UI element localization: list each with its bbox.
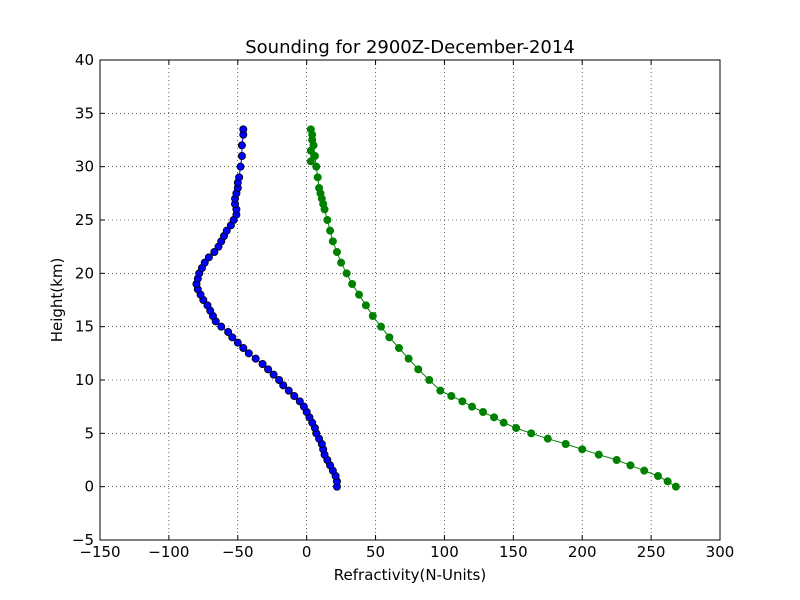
data-point <box>228 333 237 342</box>
data-point <box>337 258 346 267</box>
data-point <box>348 279 357 288</box>
data-point <box>499 418 508 427</box>
y-tick-label: 25 <box>75 211 94 229</box>
data-point <box>368 311 377 320</box>
data-point <box>222 226 231 235</box>
data-point <box>237 141 246 150</box>
data-point <box>332 247 341 256</box>
data-series <box>192 125 680 491</box>
data-point <box>328 237 337 246</box>
data-point <box>561 439 570 448</box>
data-point <box>479 407 488 416</box>
data-point <box>200 258 209 267</box>
data-point <box>436 386 445 395</box>
data-point <box>640 466 649 475</box>
y-tick-label: 40 <box>75 51 94 69</box>
data-point <box>654 471 663 480</box>
data-point <box>306 125 315 134</box>
x-tick-label: 150 <box>499 543 528 561</box>
data-point <box>239 125 248 134</box>
data-point <box>323 215 332 224</box>
series-0 <box>192 125 341 491</box>
data-point <box>414 365 423 374</box>
data-point <box>385 333 394 342</box>
grid <box>100 60 720 540</box>
x-tick-label: 200 <box>568 543 597 561</box>
data-point <box>671 482 680 491</box>
data-point <box>204 253 213 262</box>
data-point <box>594 450 603 459</box>
data-point <box>612 455 621 464</box>
data-point <box>394 343 403 352</box>
data-point <box>326 226 335 235</box>
chart-title: Sounding for 2900Z-December-2014 <box>245 37 575 58</box>
y-tick-label: 0 <box>84 478 94 496</box>
data-point <box>306 157 315 166</box>
data-point <box>275 375 284 384</box>
data-point <box>355 290 364 299</box>
data-point <box>290 391 299 400</box>
y-tick-label: 20 <box>75 264 94 282</box>
data-point <box>361 301 370 310</box>
data-point <box>626 461 635 470</box>
plot-frame <box>99 59 721 541</box>
data-point <box>490 413 499 422</box>
data-point <box>258 359 267 368</box>
data-point <box>306 146 315 155</box>
x-tick-label: −100 <box>148 543 189 561</box>
x-tick-label: 100 <box>430 543 459 561</box>
x-tick-label: −150 <box>79 543 120 561</box>
y-tick-label: 10 <box>75 371 94 389</box>
data-point <box>663 477 672 486</box>
data-point <box>239 343 248 352</box>
data-point <box>295 397 304 406</box>
data-point <box>210 247 219 256</box>
data-point <box>310 151 319 160</box>
x-axis-label: Refractivity(N-Units) <box>334 566 486 584</box>
y-tick-label: 35 <box>75 104 94 122</box>
data-point <box>279 381 288 390</box>
x-tick-label: −50 <box>222 543 254 561</box>
axis-ticks: −150 −100 −50 0 50 100 150 200 250 300−5051015202… <box>72 51 734 561</box>
y-tick-label: 15 <box>75 318 94 336</box>
x-tick-label: 50 <box>366 543 385 561</box>
y-tick-label: 30 <box>75 158 94 176</box>
data-point <box>235 173 244 182</box>
data-point <box>264 365 273 374</box>
data-point <box>299 402 308 411</box>
x-tick-label: 300 <box>706 543 735 561</box>
series-1 <box>306 125 680 491</box>
data-point <box>224 327 233 336</box>
y-axis-label: Height(km) <box>48 258 66 343</box>
data-point <box>404 354 413 363</box>
data-point <box>236 162 245 171</box>
data-point <box>425 375 434 384</box>
data-point <box>217 322 226 331</box>
data-point <box>342 269 351 278</box>
data-point <box>233 338 242 347</box>
data-point <box>447 391 456 400</box>
data-point <box>237 151 246 160</box>
data-point <box>269 370 278 379</box>
data-point <box>458 397 467 406</box>
x-tick-label: 250 <box>637 543 666 561</box>
data-point <box>312 162 321 171</box>
data-point <box>377 322 386 331</box>
data-point <box>284 386 293 395</box>
x-tick-label: 0 <box>302 543 312 561</box>
data-point <box>527 429 536 438</box>
data-point <box>203 301 212 310</box>
y-tick-label: −5 <box>72 531 94 549</box>
y-tick-label: 5 <box>84 424 94 442</box>
data-point <box>244 349 253 358</box>
data-point <box>467 402 476 411</box>
data-point <box>543 434 552 443</box>
data-point <box>315 183 324 192</box>
data-point <box>251 354 260 363</box>
data-point <box>313 173 322 182</box>
data-point <box>512 423 521 432</box>
data-point <box>578 445 587 454</box>
